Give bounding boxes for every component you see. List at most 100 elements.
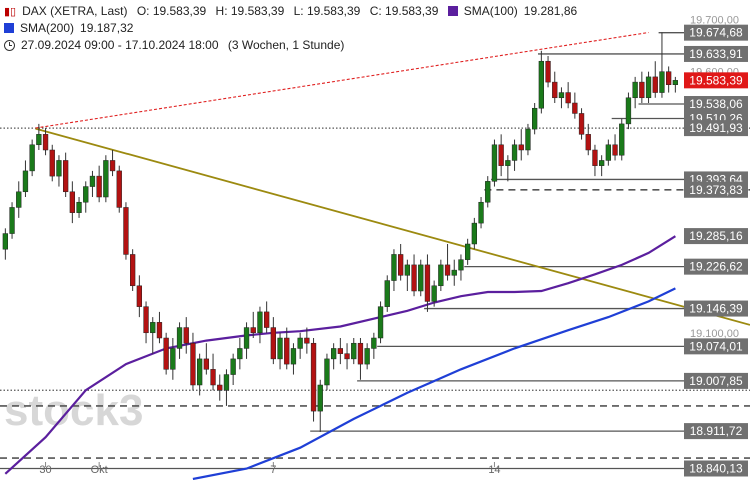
candle-body-down (666, 72, 671, 85)
candle-body-down (130, 254, 135, 285)
level-badge-label: 19.007,85 (689, 374, 743, 388)
candle-body-down (117, 171, 122, 208)
level-badge-label: 19.226,62 (689, 260, 743, 274)
candle-body-up (177, 328, 182, 349)
candle-body-up (77, 202, 82, 212)
candle-body-down (499, 145, 504, 166)
candle-body-up (170, 348, 175, 369)
candle (325, 354, 330, 391)
sma100-value: 19.281,86 (524, 4, 577, 18)
candle-body-up (559, 93, 564, 98)
candle-body-up (438, 265, 443, 286)
candle-body-up (365, 348, 370, 364)
date-range: 27.09.2024 09:00 - 17.10.2024 18:00 (21, 38, 219, 52)
candle-body-down (586, 134, 591, 150)
candle (378, 301, 383, 343)
candle-body-down (338, 348, 343, 353)
candle-body-up (30, 145, 35, 171)
candle (10, 202, 15, 239)
candle (385, 275, 390, 312)
candle-body-down (184, 328, 189, 344)
candle-body-up (150, 322, 155, 332)
candle (50, 145, 55, 182)
candle-body-down (191, 343, 196, 385)
candle-body-down (593, 150, 598, 166)
sma100-swatch (448, 6, 458, 16)
chart-header-line1: ▮▯DAX (XETRA, Last) O: 19.583,39 H: 19.5… (4, 4, 583, 18)
candle (124, 202, 129, 259)
candle-body-up (459, 260, 464, 270)
candle (418, 260, 423, 297)
candle-body-up (278, 338, 283, 359)
level-badge-label: 19.373,83 (689, 183, 743, 197)
candle-body-up (16, 192, 21, 208)
candle-body-down (345, 354, 350, 359)
candle-body-up (418, 265, 423, 291)
symbol-label: DAX (XETRA, Last) (22, 4, 127, 18)
clock-icon (4, 40, 15, 51)
candle-body-down (137, 286, 142, 307)
candle-body-up (385, 281, 390, 307)
candle-body-up (298, 338, 303, 348)
candle-body-down (124, 207, 129, 254)
candle-body-down (144, 307, 149, 333)
candle-body-down (271, 328, 276, 359)
candle (103, 155, 108, 202)
candle-body-up (224, 375, 229, 391)
candle (626, 93, 631, 130)
candle-body-down (211, 369, 216, 385)
candle-body-up (244, 328, 249, 349)
candle-body-down (284, 338, 289, 364)
candle-body-up (83, 187, 88, 203)
candle-body-down (552, 82, 557, 98)
close-value: C: 19.583,39 (370, 4, 439, 18)
candle-body-down (164, 338, 169, 369)
candle-body-up (512, 145, 517, 161)
x-axis-tick-label: Okt (91, 464, 108, 476)
candle-body-down (311, 343, 316, 411)
x-axis-tick-label: 7 (270, 464, 276, 476)
candle-body-down (217, 385, 222, 390)
candle (619, 119, 624, 161)
candle-body-down (157, 322, 162, 338)
candle-body-up (237, 348, 242, 358)
candle-body-down (43, 134, 48, 150)
chart-header-line2: SMA(200)19.187,32 (4, 21, 139, 35)
level-badge-label: 18.840,13 (689, 461, 743, 475)
candle-body-up (660, 72, 665, 93)
candle-body-up (351, 343, 356, 359)
candle-body-down (251, 328, 256, 333)
candle (117, 166, 122, 213)
candle-body-up (392, 254, 397, 280)
candle-body-up (673, 80, 678, 84)
candle-body-up (378, 307, 383, 338)
high-value: H: 19.583,39 (216, 4, 285, 18)
candle-body-up (325, 359, 330, 385)
candle-body-up (472, 223, 477, 244)
watermark-logo: stock3 (4, 386, 143, 435)
sma200-label: SMA(200) (20, 21, 74, 35)
candle-body-up (103, 160, 108, 197)
level-badge-label: 19.285,16 (689, 229, 743, 243)
candle-body-down (264, 312, 269, 328)
candle-body-down (110, 160, 115, 170)
period-label: (3 Wochen, 1 Stunde) (228, 38, 345, 52)
open-value: O: 19.583,39 (137, 4, 206, 18)
candle-body-up (331, 348, 336, 358)
candle-body-up (465, 244, 470, 260)
candle-body-down (572, 103, 577, 113)
candle-body-up (505, 160, 510, 165)
low-value: L: 19.583,39 (294, 4, 361, 18)
candle-body-up (231, 359, 236, 375)
candle-body-down (546, 61, 551, 82)
y-axis-tick-label: 19.100,00 (690, 328, 739, 340)
candle-body-up (90, 176, 95, 186)
candle (311, 338, 316, 422)
candle (30, 140, 35, 177)
level-badge-label: 19.074,01 (689, 339, 743, 353)
candle-body-down (398, 254, 403, 275)
candle-body-up (452, 270, 457, 275)
candle-body-up (36, 134, 41, 144)
